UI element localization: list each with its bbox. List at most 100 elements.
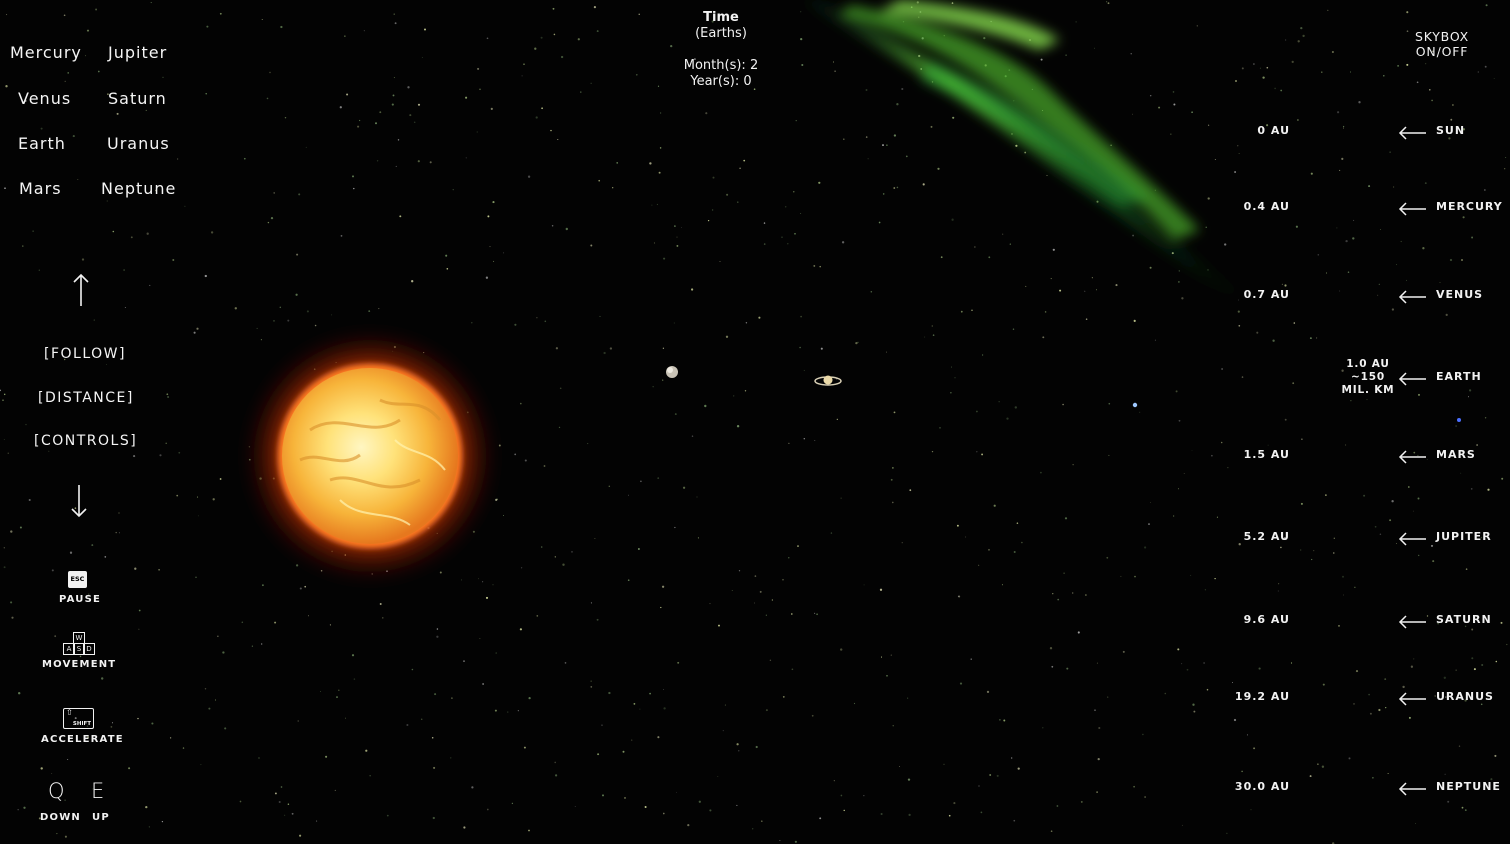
menu-down-arrow-icon[interactable] bbox=[69, 484, 89, 518]
star bbox=[1396, 542, 1398, 544]
planet-button-saturn[interactable]: Saturn bbox=[108, 89, 167, 108]
star bbox=[733, 395, 735, 397]
star bbox=[1094, 709, 1096, 711]
star bbox=[649, 692, 651, 695]
distance-button[interactable]: [DISTANCE] bbox=[38, 390, 134, 406]
controls-button[interactable]: [CONTROLS] bbox=[34, 433, 138, 449]
star bbox=[222, 651, 225, 654]
star bbox=[298, 193, 301, 196]
planet-button-uranus[interactable]: Uranus bbox=[107, 134, 170, 153]
star bbox=[409, 114, 412, 117]
star bbox=[635, 73, 638, 76]
star bbox=[461, 579, 462, 581]
star bbox=[1148, 523, 1150, 526]
planet-button-jupiter[interactable]: Jupiter bbox=[108, 43, 168, 62]
star bbox=[652, 386, 654, 388]
star bbox=[3, 547, 5, 549]
star bbox=[536, 317, 538, 319]
star bbox=[502, 514, 505, 517]
star bbox=[974, 246, 976, 248]
star bbox=[981, 453, 984, 456]
star bbox=[755, 745, 758, 749]
star bbox=[1353, 219, 1355, 221]
star bbox=[1046, 174, 1048, 177]
star bbox=[603, 351, 606, 355]
star bbox=[602, 794, 604, 797]
neptune-planet[interactable] bbox=[1457, 418, 1461, 422]
star bbox=[1338, 625, 1340, 627]
star bbox=[1317, 763, 1319, 765]
star bbox=[1231, 681, 1234, 684]
star bbox=[291, 812, 294, 815]
star bbox=[485, 276, 489, 279]
mercury-planet[interactable] bbox=[666, 366, 678, 378]
star bbox=[726, 193, 729, 196]
star bbox=[478, 578, 479, 580]
star bbox=[378, 308, 380, 310]
planet-button-neptune[interactable]: Neptune bbox=[101, 179, 177, 198]
star bbox=[907, 778, 911, 781]
star bbox=[417, 103, 421, 106]
star bbox=[960, 310, 963, 313]
star bbox=[345, 717, 346, 719]
star bbox=[463, 660, 465, 662]
star bbox=[596, 618, 599, 621]
star bbox=[1405, 279, 1407, 281]
star bbox=[1374, 525, 1377, 528]
sun-sphere[interactable] bbox=[240, 326, 500, 586]
star bbox=[1227, 467, 1229, 469]
star bbox=[10, 601, 13, 604]
star bbox=[843, 138, 845, 140]
star bbox=[540, 36, 543, 39]
star bbox=[1461, 259, 1463, 261]
planet-button-venus[interactable]: Venus bbox=[18, 89, 72, 108]
star bbox=[161, 820, 164, 823]
star bbox=[640, 480, 642, 483]
star bbox=[10, 530, 13, 533]
star bbox=[270, 216, 274, 220]
star bbox=[1471, 236, 1474, 239]
star bbox=[1418, 554, 1420, 557]
earth-planet[interactable] bbox=[1132, 402, 1138, 408]
star bbox=[1040, 58, 1043, 61]
star bbox=[1130, 53, 1132, 55]
star bbox=[800, 37, 803, 41]
star bbox=[1495, 660, 1498, 663]
star bbox=[1149, 94, 1152, 97]
star bbox=[1009, 243, 1011, 245]
star bbox=[11, 616, 14, 619]
star bbox=[673, 322, 675, 324]
menu-up-arrow-icon[interactable] bbox=[71, 273, 91, 307]
follow-button[interactable]: [FOLLOW] bbox=[44, 346, 126, 362]
star bbox=[165, 442, 167, 445]
star bbox=[471, 322, 473, 324]
distance-name: JUPITER bbox=[1436, 530, 1492, 543]
star bbox=[1300, 502, 1303, 505]
skybox-toggle-button[interactable]: SKYBOX ON/OFF bbox=[1402, 29, 1482, 59]
star bbox=[1343, 594, 1345, 596]
saturn-planet[interactable] bbox=[814, 375, 842, 386]
star bbox=[932, 334, 935, 336]
star bbox=[779, 840, 781, 841]
planet-button-mars[interactable]: Mars bbox=[19, 179, 62, 198]
star bbox=[1366, 398, 1368, 401]
star bbox=[224, 727, 227, 730]
star bbox=[273, 192, 276, 194]
distance-unit-line: mil. km bbox=[1341, 384, 1395, 396]
star bbox=[1006, 417, 1009, 420]
star bbox=[1181, 824, 1183, 826]
planet-button-mercury[interactable]: Mercury bbox=[10, 43, 82, 62]
star bbox=[1214, 577, 1216, 580]
star bbox=[1347, 271, 1350, 273]
star bbox=[1504, 168, 1506, 170]
star bbox=[1214, 159, 1216, 161]
star bbox=[60, 793, 62, 795]
star bbox=[155, 189, 157, 192]
planet-button-earth[interactable]: Earth bbox=[18, 134, 66, 153]
star bbox=[1406, 63, 1409, 66]
star bbox=[879, 588, 883, 591]
star bbox=[1414, 823, 1416, 824]
star bbox=[495, 498, 498, 502]
star bbox=[486, 37, 489, 40]
